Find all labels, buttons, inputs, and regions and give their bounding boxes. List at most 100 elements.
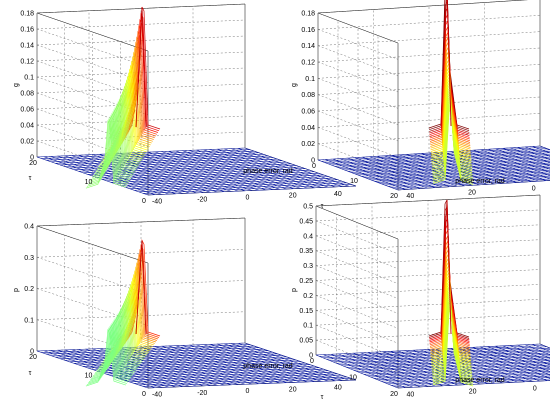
ridge-trace	[94, 316, 135, 375]
x-tick-label: 20	[289, 193, 297, 200]
ridge-trace	[98, 308, 139, 369]
z-tick-label: 0.5	[303, 204, 313, 211]
z-tick-label: 0.14	[20, 43, 34, 50]
y-axis-label: τ	[321, 203, 324, 210]
z-tick-label: 0.2	[303, 293, 313, 300]
y-axis-label: τ	[321, 394, 324, 401]
y-axis-label: τ	[29, 370, 32, 377]
ridge-trace	[86, 327, 128, 385]
x-axis-label: phase error, rad	[243, 168, 293, 175]
y-tick-label: 0	[142, 391, 146, 398]
z-tick-label: 0	[30, 155, 34, 162]
ridge-trace	[95, 314, 136, 374]
z-tick-label: 0.08	[20, 91, 34, 98]
x-tick-label: 40	[407, 391, 415, 398]
z-tick-label: 0.02	[20, 139, 34, 146]
z-tick-label: 0.06	[301, 109, 315, 116]
ridge-trace	[87, 116, 129, 186]
ridge-trace	[99, 93, 140, 166]
z-tick-label: 0.1	[24, 317, 34, 324]
surface-ridge	[85, 6, 161, 189]
ridge-trace	[88, 324, 130, 382]
y-axis-label: τ	[29, 175, 32, 182]
ridge-trace	[432, 307, 474, 387]
z-tick-label: 0.1	[305, 76, 315, 83]
y-tick-labels: 0 10 20	[312, 163, 398, 200]
y-tick-label: 20	[29, 160, 37, 167]
panel-top-left: 00.020.040.060.080.10.120.140.160.18-40-…	[13, 3, 357, 206]
y-tick-label: 10	[85, 179, 93, 186]
z-tick-label: 0.1	[303, 323, 313, 330]
x-tick-label: 0	[532, 185, 536, 192]
ridge-trace	[432, 106, 474, 185]
surface-ridge	[428, 0, 474, 185]
peak-spike	[135, 240, 147, 335]
z-axis-label: p	[291, 288, 298, 292]
ridge-trace	[89, 322, 131, 381]
panel-top-right: 0 0.02 0.04 0.06 0.08 0.1 0.12 0.14 0.16 0.18 40 20…	[291, 0, 550, 210]
z-tick-label: 0.12	[20, 59, 34, 66]
floor-mesh	[36, 147, 357, 196]
peak-spike	[440, 0, 452, 127]
y-tick-label: 20	[390, 193, 398, 200]
x-axis-label: phase error, rad	[243, 363, 293, 370]
ridge-trace	[99, 306, 140, 368]
z-tick-label: 0.4	[24, 224, 34, 231]
z-tick-label: 0	[30, 349, 34, 356]
y-tick-labels: 20 10 0	[29, 354, 146, 398]
z-tick-label: 0	[309, 353, 313, 360]
z-tick-label: 0	[311, 158, 315, 165]
z-tick-label: 0.04	[20, 123, 34, 130]
y-tick-label: 0	[310, 358, 314, 365]
z-axis-label: g	[291, 83, 298, 87]
x-tick-label: 40	[334, 191, 342, 198]
x-tick-label: 0	[533, 385, 537, 392]
peak-spike	[135, 6, 147, 128]
panel-bottom-right: 0 0.05 0.1 0.15 0.2 0.25 0.3 0.35 0.4 0.45 0.5 40 20…	[291, 194, 550, 401]
ridge-trace	[85, 119, 127, 189]
z-tick-label: 0.02	[301, 141, 315, 148]
ridge-trace	[92, 317, 134, 377]
x-tick-labels: -40 -20 0 20 40	[152, 191, 342, 206]
x-tick-label: 0	[246, 388, 250, 395]
ridge-trace	[88, 114, 130, 184]
ridge-trace	[97, 98, 138, 170]
z-tick-label: 0.06	[20, 107, 34, 114]
z-tick-label: 0.05	[299, 338, 313, 345]
floor-mesh	[317, 145, 550, 191]
x-tick-label: -40	[152, 199, 162, 206]
ridge-trace	[91, 319, 133, 378]
z-tick-label: 0.3	[24, 255, 34, 262]
x-axis-label: phase error, rad	[455, 178, 505, 185]
z-tick-label: 0.15	[299, 308, 313, 315]
z-axis-label: p	[13, 288, 20, 292]
ridge-trace	[95, 102, 136, 173]
x-tick-labels: -40 -20 0 20 40	[152, 385, 342, 399]
x-tick-label: 40	[334, 385, 342, 392]
x-axis-label: phase error, rad	[455, 377, 505, 384]
z-tick-labels: 0 0.02 0.04 0.06 0.08 0.1 0.12 0.14 0.16 0.18	[301, 11, 315, 165]
z-tick-label: 0.25	[299, 278, 313, 285]
ridge-trace	[96, 100, 137, 171]
z-tick-labels: 0 0.1 0.2 0.3 0.4	[24, 224, 34, 356]
y-tick-labels: 20 10 0	[29, 160, 146, 205]
z-tick-label: 0.3	[303, 263, 313, 270]
z-tick-label: 0.45	[299, 218, 313, 225]
z-tick-label: 0.18	[301, 11, 315, 18]
z-tick-labels: 0 0.02 0.04 0.06 0.08 0.1 0.12 0.14 0.16 0.18	[20, 11, 34, 162]
ridge-trace	[97, 310, 138, 371]
z-tick-label: 0.18	[20, 11, 34, 18]
ridge-trace	[91, 109, 133, 178]
x-tick-label: -20	[197, 390, 207, 397]
z-tick-label: 0.4	[303, 233, 313, 240]
x-tick-label: 20	[289, 386, 297, 393]
x-tick-label: 0	[246, 195, 250, 202]
z-tick-label: 0.16	[301, 27, 315, 34]
ridge-trace	[92, 107, 134, 177]
surface-ridge	[428, 199, 474, 387]
